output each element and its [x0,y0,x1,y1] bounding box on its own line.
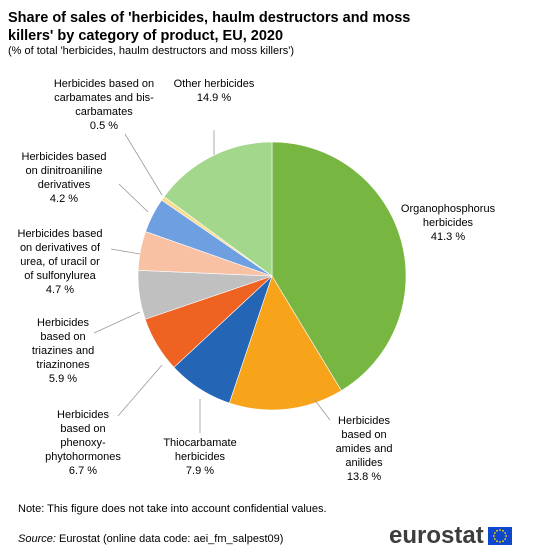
chart-title: Share of sales of 'herbicides, haulm des… [8,10,411,44]
slice-label: Herbicides based on carbamates and bis-ca… [54,78,154,132]
slice-label: Herbicides based on amides and anilides 13.8… [336,415,393,483]
slice-label: Herbicides based on phenoxy-phytohormones 6… [45,409,121,477]
pie-slice [228,275,342,411]
pie-slice [163,141,273,277]
chart-note: Note: This figure does not take into acc… [18,503,327,515]
leader-line [110,248,141,255]
slice-label: Herbicides based on derivatives of urea, o… [18,228,103,296]
slice-label: Herbicides based on triazines and triazinon… [32,317,94,385]
eu-flag-icon [487,527,512,545]
pie-chart: Organophosphorus herbicides 41.3 % Herbicid… [18,78,496,483]
slice-label: Thiocarbamate herbicides 7.9 % [163,437,236,477]
slice-label: Herbicides based on dinitroaniline derivat… [22,151,107,205]
pie-slice [271,141,407,392]
leader-line [313,398,331,421]
chart-subtitle: (% of total 'herbicides, haulm destructo… [8,45,295,57]
leader-line [124,133,163,196]
logo-text: eurostat [389,522,484,549]
source-text: Eurostat (online data code: aei_fm_salpe… [55,533,284,545]
chart-source: Source: Eurostat (online data code: aei_… [18,533,283,545]
slice-label: Organophosphorus herbicides 41.3 % [401,203,496,243]
slice-label: Other herbicides 14.9 % [174,78,255,104]
leader-line [118,183,149,213]
leader-line [93,311,141,334]
source-label: Source: [18,533,56,545]
eurostat-logo: eurostat [389,522,512,550]
leader-line [117,364,163,417]
